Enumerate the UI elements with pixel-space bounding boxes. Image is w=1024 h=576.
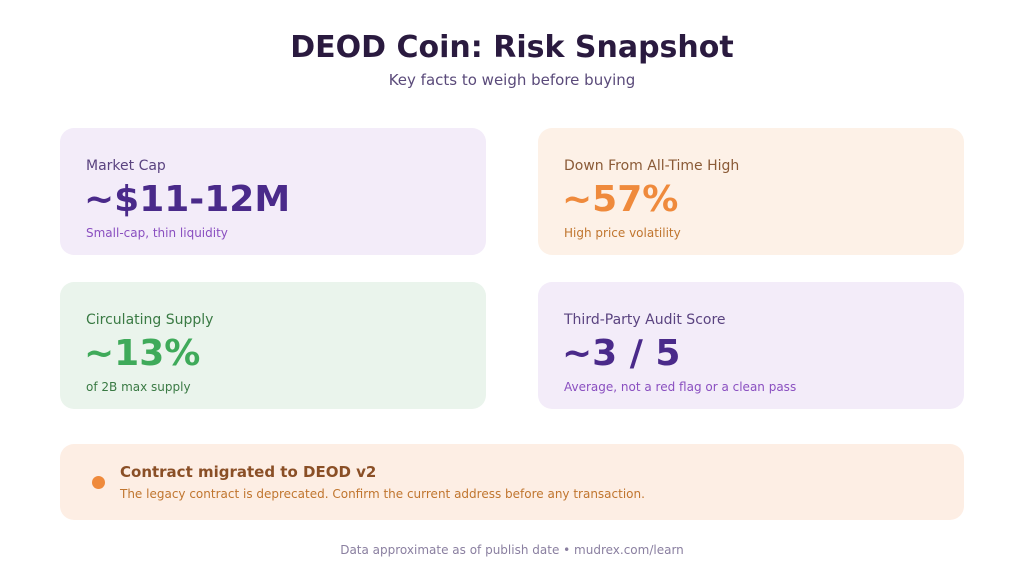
card-label: Down From All-Time High [564, 158, 740, 174]
ath-drawdown-card: Down From All-Time High ~57% High price … [538, 128, 964, 255]
card-label: Third-Party Audit Score [564, 312, 726, 328]
banner-title: Contract migrated to DEOD v2 [120, 463, 377, 481]
card-value: ~13% [84, 333, 201, 374]
card-label: Market Cap [86, 158, 166, 174]
audit-score-card: Third-Party Audit Score ~3 / 5 Average, … [538, 282, 964, 409]
page-title: DEOD Coin: Risk Snapshot [290, 30, 734, 65]
market-cap-card: Market Cap ~$11-12M Small-cap, thin liqu… [60, 128, 486, 255]
card-note: High price volatility [564, 226, 681, 240]
card-value: ~3 / 5 [562, 333, 681, 374]
card-value: ~57% [562, 179, 679, 220]
footer-note: Data approximate as of publish date • mu… [340, 543, 684, 557]
warning-dot-icon [92, 476, 105, 489]
migration-warning-banner: Contract migrated to DEOD v2 The legacy … [60, 444, 964, 520]
circulating-supply-card: Circulating Supply ~13% of 2B max supply [60, 282, 486, 409]
banner-text: The legacy contract is deprecated. Confi… [120, 487, 645, 501]
card-value: ~$11-12M [84, 179, 291, 220]
card-label: Circulating Supply [86, 312, 214, 328]
card-note: of 2B max supply [86, 380, 191, 394]
page-subtitle: Key facts to weigh before buying [388, 71, 636, 89]
card-note: Small-cap, thin liquidity [86, 226, 228, 240]
card-note: Average, not a red flag or a clean pass [564, 380, 797, 394]
